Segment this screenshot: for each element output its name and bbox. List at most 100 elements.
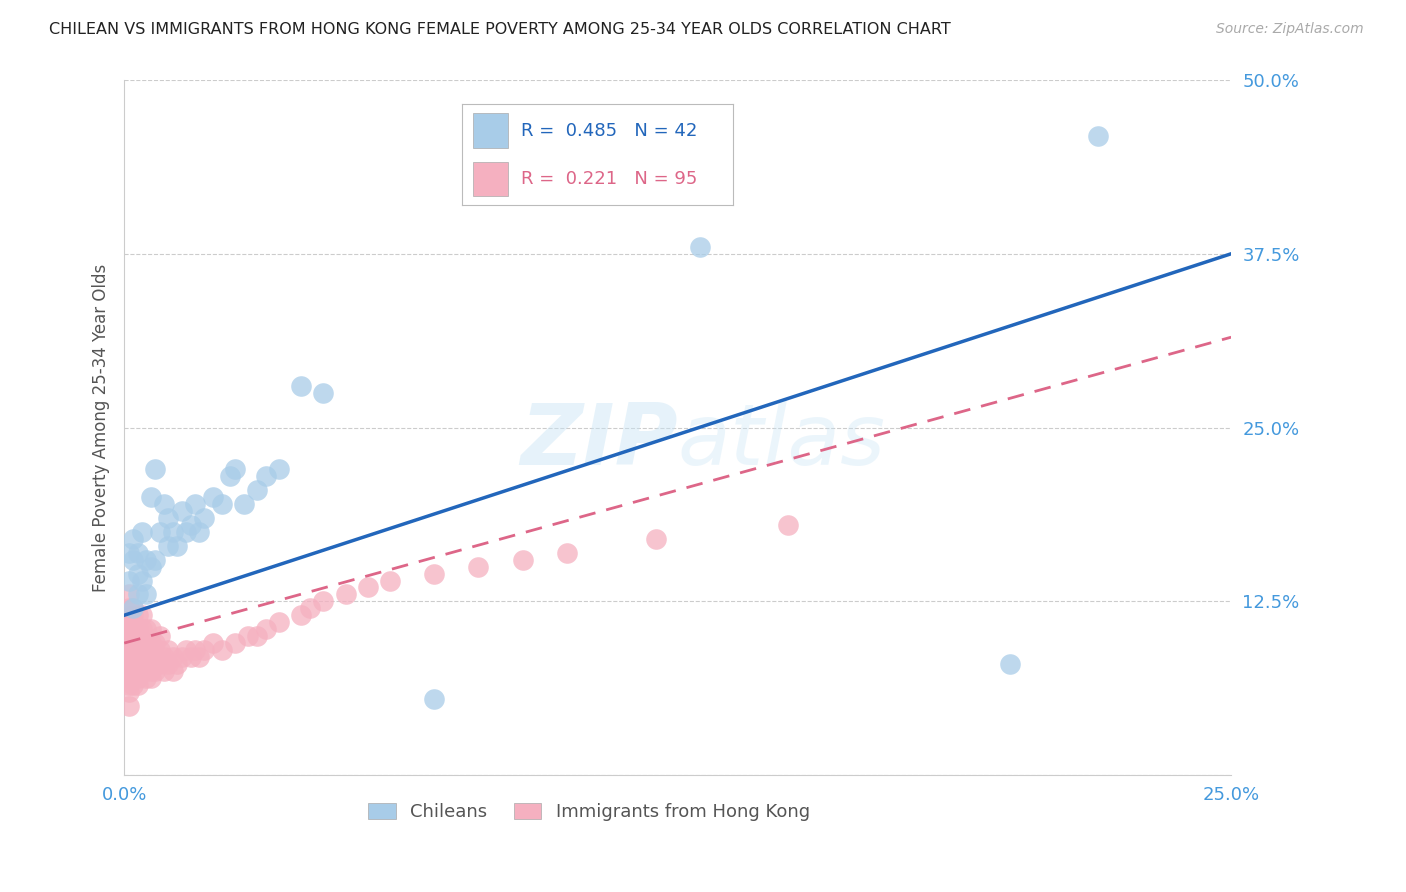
Point — [127, 566, 149, 581]
Point — [1087, 128, 1109, 143]
Point — [238, 629, 260, 643]
Point — [135, 671, 157, 685]
Point — [122, 650, 145, 665]
Point — [131, 643, 153, 657]
Point — [117, 587, 139, 601]
Point — [127, 546, 149, 560]
Point — [117, 684, 139, 698]
Point — [162, 664, 184, 678]
Point — [211, 643, 233, 657]
Point — [269, 615, 291, 630]
Point — [290, 608, 312, 623]
Point — [149, 643, 172, 657]
Point — [423, 566, 446, 581]
Point — [378, 574, 401, 588]
Point — [149, 629, 172, 643]
Y-axis label: Female Poverty Among 25-34 Year Olds: Female Poverty Among 25-34 Year Olds — [93, 263, 110, 591]
Point — [117, 622, 139, 636]
Point — [312, 594, 335, 608]
Point — [135, 650, 157, 665]
Point — [170, 650, 193, 665]
Point — [778, 517, 800, 532]
Point — [153, 650, 176, 665]
Point — [139, 622, 162, 636]
Point — [162, 524, 184, 539]
Point — [139, 664, 162, 678]
Point — [157, 511, 180, 525]
Point — [122, 643, 145, 657]
Text: ZIP: ZIP — [520, 400, 678, 483]
Point — [143, 664, 166, 678]
Text: Source: ZipAtlas.com: Source: ZipAtlas.com — [1216, 22, 1364, 37]
Point — [127, 587, 149, 601]
Point — [135, 552, 157, 566]
Point — [143, 462, 166, 476]
Point — [117, 657, 139, 671]
Point — [299, 601, 322, 615]
Point — [149, 524, 172, 539]
Point — [122, 601, 145, 615]
Point — [131, 608, 153, 623]
Point — [117, 636, 139, 650]
Point — [224, 636, 246, 650]
Point — [117, 629, 139, 643]
Point — [131, 636, 153, 650]
Point — [131, 657, 153, 671]
Point — [467, 559, 489, 574]
Point — [117, 574, 139, 588]
Point — [180, 517, 202, 532]
Point — [153, 664, 176, 678]
Point — [139, 671, 162, 685]
Point — [312, 385, 335, 400]
Point — [290, 379, 312, 393]
Point — [122, 622, 145, 636]
Point — [122, 629, 145, 643]
Point — [139, 490, 162, 504]
Point — [127, 664, 149, 678]
Point — [127, 671, 149, 685]
Point — [122, 629, 145, 643]
Point — [117, 671, 139, 685]
Point — [143, 552, 166, 566]
Point — [644, 532, 666, 546]
Point — [211, 497, 233, 511]
Point — [127, 678, 149, 692]
Point — [135, 622, 157, 636]
Point — [135, 636, 157, 650]
Point — [143, 650, 166, 665]
Point — [117, 650, 139, 665]
Point — [131, 622, 153, 636]
Point — [122, 657, 145, 671]
Point — [166, 657, 188, 671]
Point — [149, 657, 172, 671]
Point — [122, 608, 145, 623]
Point — [998, 657, 1021, 671]
Point — [131, 664, 153, 678]
Point — [157, 657, 180, 671]
Point — [157, 643, 180, 657]
Point — [512, 552, 534, 566]
Point — [201, 636, 224, 650]
Point — [193, 643, 215, 657]
Point — [117, 698, 139, 713]
Point — [122, 678, 145, 692]
Point — [269, 462, 291, 476]
Point — [246, 483, 269, 497]
Point — [127, 643, 149, 657]
Point — [131, 574, 153, 588]
Point — [117, 608, 139, 623]
Point — [174, 524, 197, 539]
Point — [122, 532, 145, 546]
Point — [184, 643, 207, 657]
Point — [117, 643, 139, 657]
Point — [254, 622, 277, 636]
Point — [135, 664, 157, 678]
Point — [127, 622, 149, 636]
Point — [139, 559, 162, 574]
Legend: Chileans, Immigrants from Hong Kong: Chileans, Immigrants from Hong Kong — [361, 796, 817, 829]
Point — [127, 657, 149, 671]
Point — [188, 524, 211, 539]
Point — [122, 636, 145, 650]
Point — [180, 650, 202, 665]
Point — [127, 629, 149, 643]
